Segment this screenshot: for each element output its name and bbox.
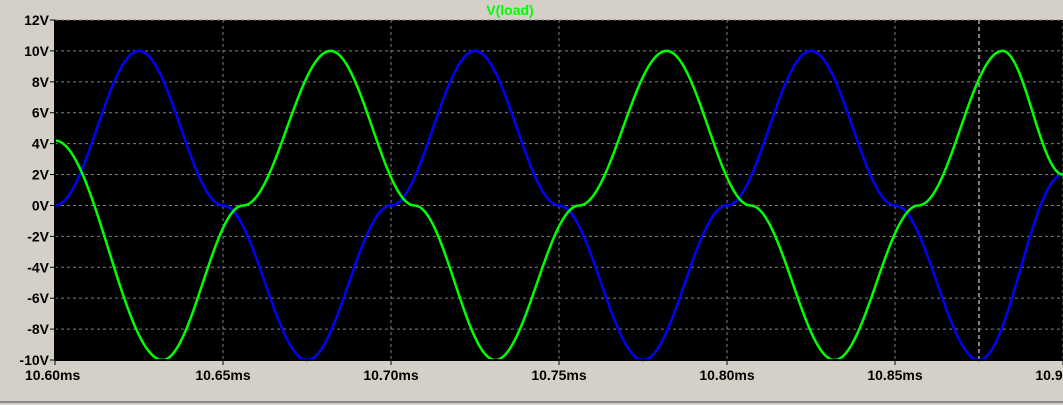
- x-tick-label: 10.80ms: [699, 367, 754, 383]
- x-tick-label: 10.75ms: [531, 367, 586, 383]
- y-tick-label: 0V: [32, 197, 50, 213]
- y-tick-label: 2V: [32, 167, 50, 183]
- x-axis: 10.60ms 10.65ms 10.70ms 10.75ms 10.80ms 10.85…: [25, 360, 1063, 383]
- x-tick-label: 10.65ms: [195, 367, 250, 383]
- y-tick-label: 4V: [32, 136, 50, 152]
- y-tick-label: -2V: [27, 228, 49, 244]
- x-tick-label: 10.90ms: [1035, 367, 1063, 383]
- y-tick-label: 6V: [32, 105, 50, 121]
- chart-title: V(load): [486, 2, 533, 18]
- y-tick-label: -10V: [19, 352, 49, 368]
- y-tick-label: -8V: [27, 321, 49, 337]
- y-tick-label: 10V: [24, 43, 50, 59]
- series-line-1[interactable]: [54, 49, 1063, 362]
- x-tick-label: 10.85ms: [867, 367, 922, 383]
- y-tick-label: 8V: [32, 74, 50, 90]
- y-tick-label: -4V: [27, 259, 49, 275]
- y-axis: -10V -8V -6V -4V -2V 0V 2V 4V 6V 8V 10V 12V: [19, 12, 55, 368]
- x-tick-label: 10.60ms: [25, 367, 80, 383]
- y-tick-label: 12V: [24, 12, 50, 28]
- series-line-2[interactable]: [54, 49, 1063, 362]
- x-tick-label: 10.70ms: [363, 367, 418, 383]
- y-tick-label: -6V: [27, 290, 49, 306]
- series-layer: [54, 49, 1063, 362]
